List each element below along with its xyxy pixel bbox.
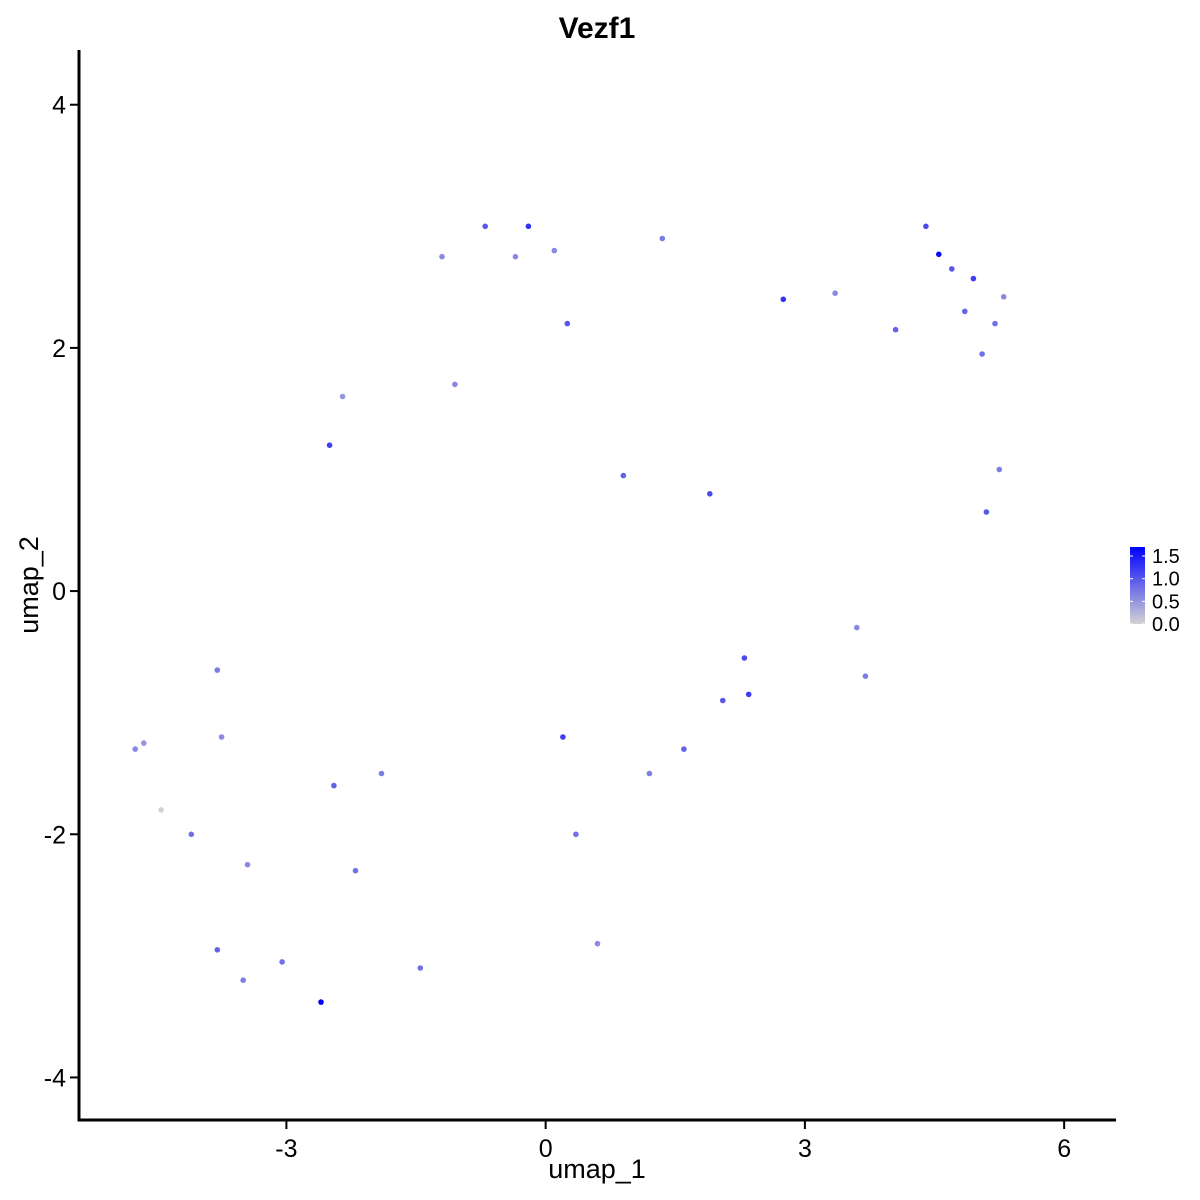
y-tick-label: -4 <box>44 1064 66 1092</box>
scatter-point <box>707 491 713 497</box>
scatter-point <box>832 290 838 297</box>
scatter-point <box>417 965 424 971</box>
legend-tick-label: 0.5 <box>1152 591 1180 613</box>
scatter-point <box>854 624 860 631</box>
x-tick-label: 6 <box>1057 1135 1071 1163</box>
scatter-point <box>970 275 977 282</box>
scatter-point <box>892 326 899 333</box>
scatter-point <box>720 697 726 704</box>
x-axis-ticks: -3 0 3 6 <box>275 1120 1071 1163</box>
scatter-point <box>214 947 221 953</box>
scatter-point <box>573 831 579 838</box>
scatter-point <box>560 734 566 740</box>
scatter-point <box>983 509 990 515</box>
legend-tick-label: 1.0 <box>1152 569 1180 591</box>
scatter-point <box>218 734 225 740</box>
scatter-point <box>949 266 955 272</box>
y-tick-label: 4 <box>52 92 66 120</box>
scatter-point <box>936 251 942 258</box>
scatter-point <box>244 861 251 868</box>
y-tick-label: -2 <box>44 821 66 849</box>
scatter-point <box>352 867 359 874</box>
scatter-point <box>979 351 985 357</box>
color-legend-ticks: 0.00.51.01.5 <box>1130 546 1180 636</box>
color-legend: 0.00.51.01.5 <box>1130 546 1180 636</box>
x-tick-label: 3 <box>798 1135 812 1163</box>
chart-title: Vezf1 <box>559 12 636 45</box>
scatter-point <box>659 235 666 242</box>
y-axis-label: umap_2 <box>14 536 44 634</box>
y-tick-label: 0 <box>52 578 66 606</box>
legend-tick-label: 0.0 <box>1152 614 1180 636</box>
scatter-point <box>452 381 458 388</box>
legend-tick-label: 1.5 <box>1152 546 1180 568</box>
scatter-point <box>482 223 489 230</box>
scatter-point <box>331 782 337 789</box>
scatter-points <box>132 223 1007 1005</box>
scatter-point <box>1000 294 1007 300</box>
scatter-point <box>188 831 195 838</box>
scatter-point <box>158 807 164 813</box>
x-tick-label: -3 <box>275 1135 297 1163</box>
scatter-point <box>439 253 445 260</box>
scatter-point <box>620 472 627 479</box>
scatter-point <box>862 673 869 679</box>
x-tick-label: 0 <box>539 1135 553 1163</box>
scatter-point <box>564 320 571 327</box>
scatter-point <box>512 253 519 260</box>
scatter-point <box>962 308 968 315</box>
scatter-point <box>318 999 324 1005</box>
scatter-point <box>551 247 558 254</box>
scatter-point <box>992 320 998 327</box>
scatter-point <box>745 691 752 698</box>
scatter-point <box>240 977 246 983</box>
scatter-point <box>996 466 1003 473</box>
scatter-point <box>681 746 687 752</box>
scatter-point <box>741 655 748 661</box>
scatter-point <box>326 442 333 449</box>
x-axis-label: umap_1 <box>548 1154 646 1184</box>
scatter-point <box>378 770 385 777</box>
scatter-point <box>646 770 653 777</box>
scatter-point <box>594 940 601 947</box>
y-tick-label: 2 <box>52 335 66 363</box>
y-axis-ticks: -4 -2 0 2 4 <box>44 92 79 1092</box>
scatter-point <box>132 746 138 752</box>
scatter-point <box>279 959 285 965</box>
scatter-point <box>923 223 929 230</box>
scatter-point <box>780 296 787 303</box>
scatter-point <box>141 740 147 746</box>
scatter-point <box>214 667 221 673</box>
scatter-point <box>339 393 346 400</box>
color-legend-bar <box>1130 547 1145 624</box>
scatter-point <box>525 223 532 230</box>
